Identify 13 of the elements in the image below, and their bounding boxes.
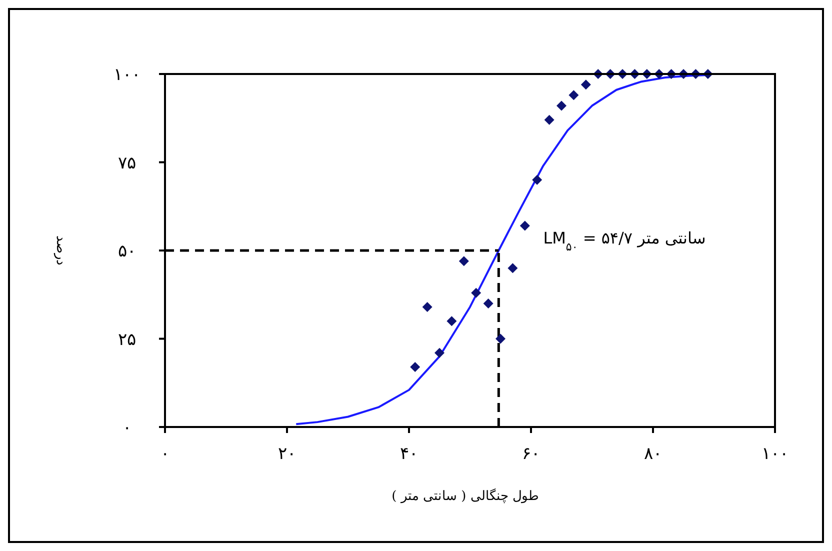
x-tick-label: ۸۰ (644, 444, 662, 464)
y-tick-label: ۷۵ (118, 153, 136, 174)
x-tick-label: ۰ (160, 444, 170, 464)
y-tick-label: ۲۵ (118, 330, 136, 350)
x-tick-label: ۶۰ (522, 444, 540, 464)
y-axis-title: درصد (53, 236, 68, 266)
y-tick-label: ۵۰ (118, 242, 136, 262)
y-tick-label: ۱۰۰ (114, 65, 140, 85)
x-tick-label: ۴۰ (400, 444, 418, 464)
x-axis-title: طول چنگالی ( سانتی متر ) (392, 488, 538, 504)
x-tick-label: ۱۰۰ (762, 444, 788, 464)
y-tick-label: ۰ (122, 418, 132, 438)
x-tick-label: ۲۰ (278, 444, 296, 464)
